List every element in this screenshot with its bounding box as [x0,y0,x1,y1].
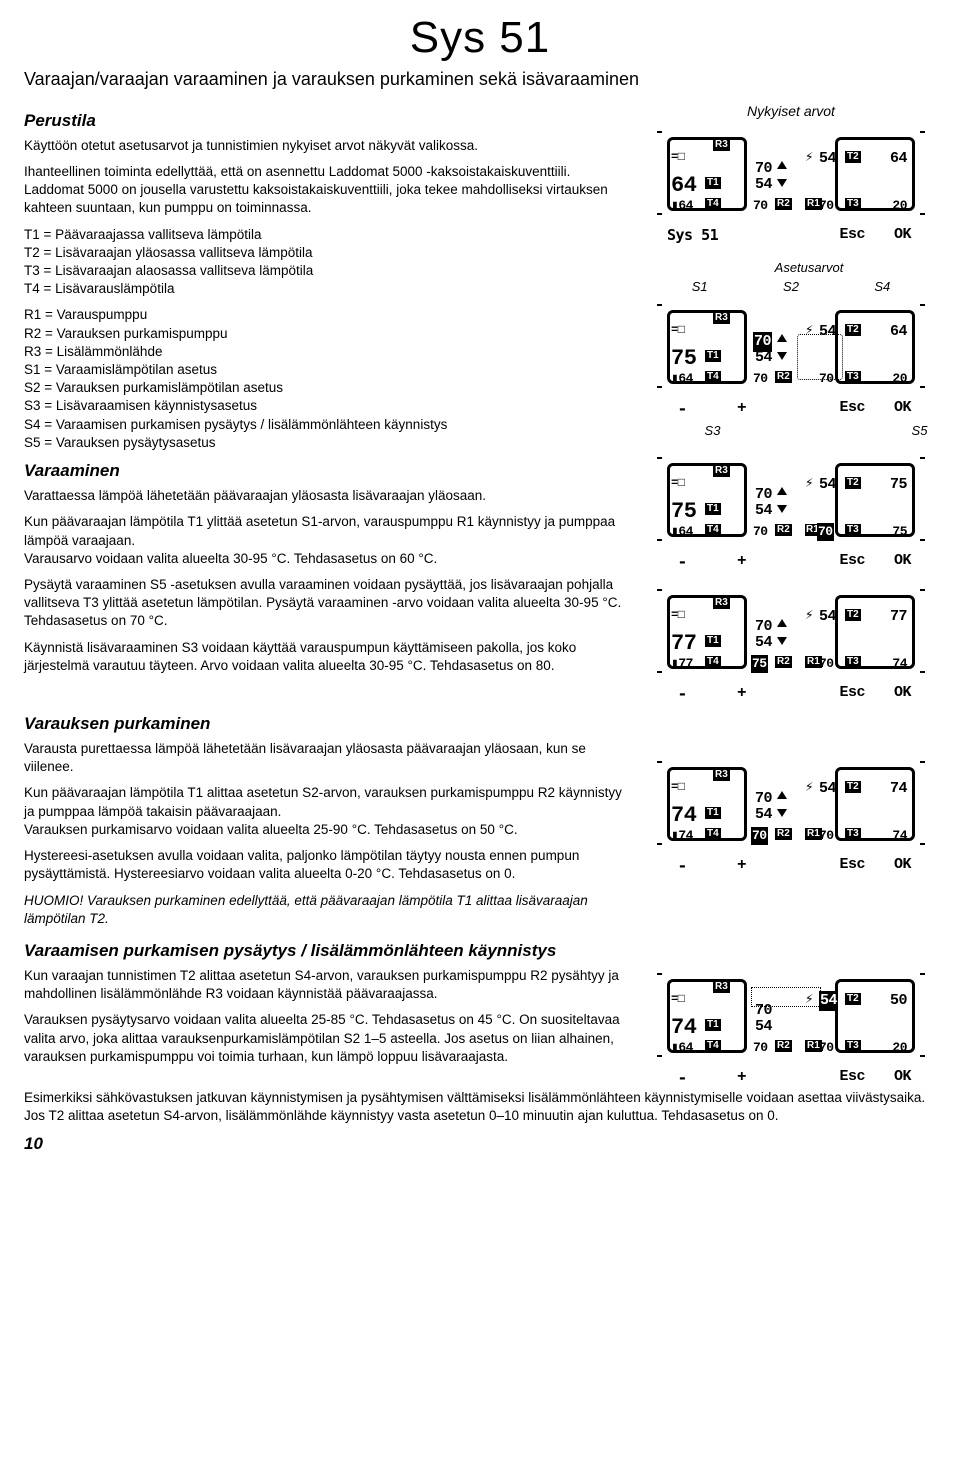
text: Ihanteellinen toiminta edellyttää, että … [24,163,626,218]
annotation-row-top: Asetusarvot [654,259,928,277]
text: Käyttöön otetut asetusarvot ja tunnistim… [24,137,626,155]
heading-perustila: Perustila [24,110,626,133]
def: R2 = Varauksen purkamispumppu [24,325,626,343]
def: R1 = Varauspumppu [24,306,626,324]
lcd-screen-1: R3 =□ 64 T1 ▮64 T4 70 54 70 R2 R1 ⚡ 54 T… [657,125,925,247]
text: Käynnistä lisävaraaminen S3 voidaan käyt… [24,639,626,675]
lcd-screen-2: R3 =□ 75 T1 ▮64 T4 70 54 70 R2 ⚡ 54 T2 6… [657,298,925,420]
def: T3 = Lisävaraajan alaosassa vallitseva l… [24,262,626,280]
page-title: Sys 51 [24,8,936,67]
definitions-t: T1 = Päävaraajassa vallitseva lämpötila … [24,226,626,299]
page-subtitle: Varaajan/varaajan varaaminen ja varaukse… [24,67,936,91]
def: S4 = Varaamisen purkamisen pysäytys / li… [24,416,626,434]
text: Kun päävaraajan lämpötila T1 alittaa ase… [24,784,626,839]
definitions-r: R1 = Varauspumppu R2 = Varauksen purkami… [24,306,626,452]
heading-pysaytys: Varaamisen purkamisen pysäytys / lisäläm… [24,940,936,963]
note: HUOMIO! Varauksen purkaminen edellyttää,… [24,892,626,928]
heading-varaaminen: Varaaminen [24,460,626,483]
def: T4 = Lisävarauslämpötila [24,280,626,298]
def: T1 = Päävaraajassa vallitseva lämpötila [24,226,626,244]
def: R3 = Lisälämmönlähde [24,343,626,361]
def: S2 = Varauksen purkamislämpötilan asetus [24,379,626,397]
lcd-screen-5: R3 =□ 74 T1 ▮74 T4 70 54 70 R2 R1 ⚡ 54 T… [657,755,925,877]
lcd-screen-3: R3 =□ 75 T1 ▮64 T4 70 54 70 R2 R1 ⚡ 54 T… [657,451,925,573]
text: Varausta purettaessa lämpöä lähetetään l… [24,740,626,776]
text: Kun varaajan tunnistimen T2 alittaa aset… [24,967,626,1003]
text: Pysäytä varaaminen S5 -asetuksen avulla … [24,576,626,631]
lcd-screen-6: R3 =□ 74 T1 ▮64 T4 70 54 70 R2 R1 ⚡ 54 T… [657,967,925,1089]
caption-nykyiset: Nykyiset arvot [646,102,936,121]
text: Hystereesi-asetuksen avulla voidaan vali… [24,847,626,883]
annotation-labels: S1 S2 S4 [654,278,928,296]
text: Varauksen pysäytysarvo voidaan valita al… [24,1011,626,1066]
text: Varattaessa lämpöä lähetetään päävaraaja… [24,487,626,505]
def: S1 = Varaamislämpötilan asetus [24,361,626,379]
text: Kun päävaraajan lämpötila T1 ylittää ase… [24,513,626,568]
lcd-screen-4: R3 =□ 77 T1 ▮77 T4 70 54 75 R2 R1 ⚡ 54 T… [657,583,925,705]
heading-purkaminen: Varauksen purkaminen [24,713,626,736]
def: S5 = Varauksen pysäytysasetus [24,434,626,452]
def: T2 = Lisävaraajan yläosassa vallitseva l… [24,244,626,262]
def: S3 = Lisävaraamisen käynnistysasetus [24,397,626,415]
page-number: 10 [24,1133,936,1156]
text: Esimerkiksi sähkövastuksen jatkuvan käyn… [24,1089,936,1125]
annotation-labels-bottom: S3 S5 [654,422,928,440]
